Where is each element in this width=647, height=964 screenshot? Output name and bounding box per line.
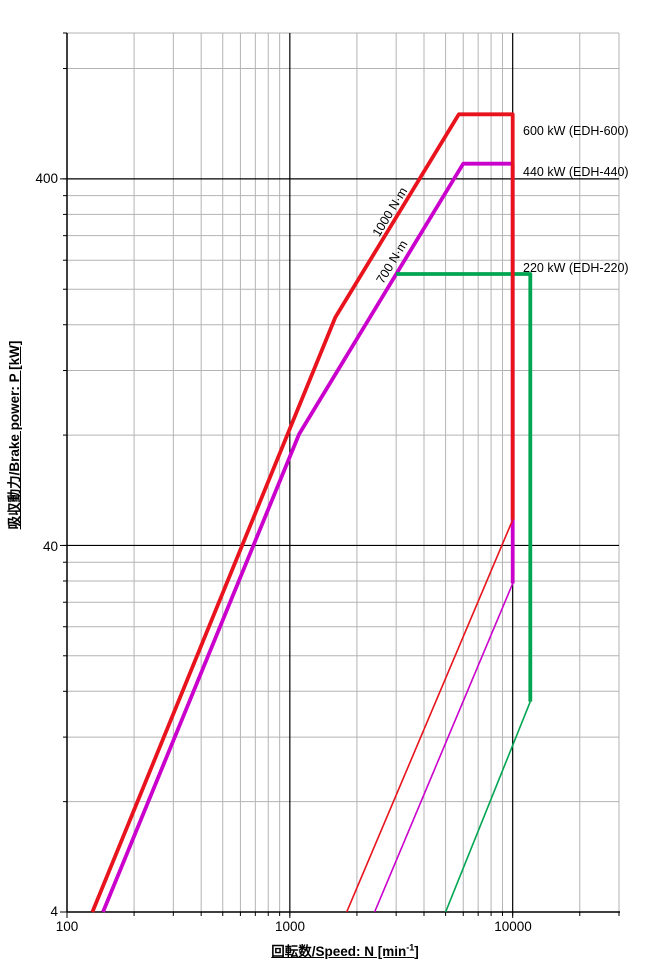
curve-label-edh220: 220 kW (EDH-220)	[523, 261, 629, 275]
series-600-kw-edh-600-max-power-envelope	[90, 112, 515, 913]
series-440-kw-edh-440-max-power-envelope	[101, 161, 515, 913]
x-tick-label-1000: 1000	[274, 919, 306, 934]
curve-label-edh440: 440 kW (EDH-440)	[523, 165, 629, 179]
x-axis-title-exponent: -1	[406, 942, 415, 953]
series-220-kw-edh-220-max-power-envelope	[396, 272, 533, 702]
curve-label-edh600: 600 kW (EDH-600)	[523, 124, 629, 138]
series-edh-440-minimum-power-line	[373, 583, 514, 913]
y-tick-label-400: 400	[35, 171, 58, 186]
x-axis-title: 回転数/Speed: N [min-1]	[271, 940, 419, 960]
series-edh-220-minimum-power-line	[444, 701, 532, 913]
x-axis-title-close: ]	[414, 944, 419, 959]
y-axis-title: 吸収動力/Brake power: P [kW]	[7, 340, 22, 530]
series-edh-600-minimum-power-line	[345, 519, 514, 913]
y-tick-label-40: 40	[42, 539, 58, 554]
x-axis-title-text: 回転数/Speed: N [min	[271, 944, 407, 959]
x-tick-label-100: 100	[55, 919, 79, 934]
y-tick-label-4: 4	[50, 904, 58, 919]
x-tick-label-10000: 10000	[494, 919, 532, 934]
